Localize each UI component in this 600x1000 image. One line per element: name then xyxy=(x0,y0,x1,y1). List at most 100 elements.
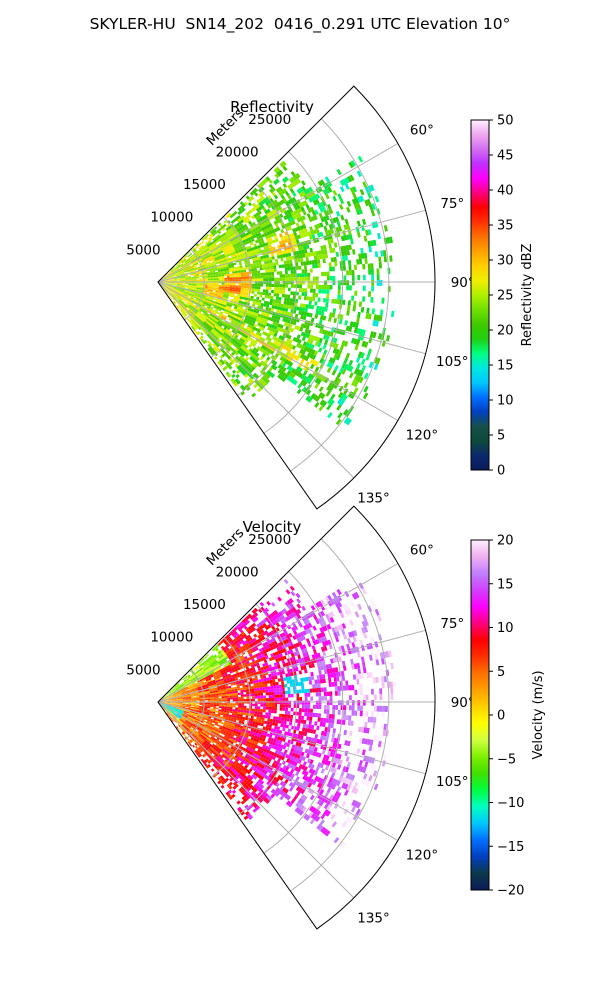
field-cell xyxy=(265,336,270,341)
field-cell xyxy=(310,196,316,202)
field-cell xyxy=(259,224,264,229)
field-cell xyxy=(248,239,253,243)
field-cell xyxy=(182,278,186,280)
field-cell xyxy=(261,227,266,231)
field-cell xyxy=(306,347,311,353)
field-cell xyxy=(262,342,267,347)
field-cell xyxy=(230,263,234,266)
field-cell xyxy=(249,247,253,252)
field-cell xyxy=(262,289,266,293)
field-cell xyxy=(301,292,305,297)
field-cell xyxy=(200,332,204,336)
field-cell xyxy=(177,279,181,281)
field-cell xyxy=(192,298,196,301)
field-cell xyxy=(197,306,201,309)
field-cell xyxy=(262,331,266,336)
field-cell xyxy=(293,174,299,180)
field-cell xyxy=(254,205,259,210)
field-cell xyxy=(196,275,200,277)
field-cell xyxy=(165,277,169,280)
field-cell xyxy=(325,182,330,188)
field-cell xyxy=(302,224,307,229)
field-cell xyxy=(170,275,174,277)
field-cell xyxy=(260,314,264,319)
field-cell xyxy=(254,334,259,338)
field-cell xyxy=(362,285,366,292)
field-cell xyxy=(169,282,172,284)
field-cell xyxy=(311,354,317,360)
field-cell xyxy=(196,297,200,300)
field-cell xyxy=(207,276,211,278)
field-cell xyxy=(265,316,269,320)
field-cell xyxy=(206,242,210,246)
field-cell xyxy=(282,280,286,285)
field-cell xyxy=(290,266,294,271)
field-cell xyxy=(328,357,334,363)
field-cell xyxy=(353,374,359,381)
field-cell xyxy=(243,288,247,291)
field-cell xyxy=(235,279,239,282)
field-cell xyxy=(291,176,297,182)
field-cell xyxy=(259,601,265,607)
field-cell xyxy=(299,225,304,230)
field-cell xyxy=(260,204,265,209)
field-cell xyxy=(257,322,261,327)
field-cell xyxy=(181,260,185,264)
field-cell xyxy=(205,251,209,254)
field-cell xyxy=(216,317,220,321)
field-cell xyxy=(299,327,304,332)
field-cell xyxy=(295,371,301,377)
field-cell xyxy=(225,311,230,315)
field-cell xyxy=(232,277,236,280)
field-cell xyxy=(265,245,270,249)
field-cell xyxy=(228,241,232,245)
field-cell xyxy=(332,217,337,224)
field-cell xyxy=(226,303,230,307)
field-cell xyxy=(200,240,204,244)
field-cell xyxy=(206,290,210,293)
field-cell xyxy=(248,313,253,317)
field-cell xyxy=(188,280,192,281)
field-cell xyxy=(191,282,194,284)
field-cell xyxy=(298,288,302,292)
field-cell xyxy=(267,333,271,338)
field-cell xyxy=(232,369,237,374)
field-cell xyxy=(339,198,345,205)
field-cell xyxy=(360,352,365,359)
field-cell xyxy=(287,294,291,299)
field-cell xyxy=(301,336,306,342)
field-cell xyxy=(245,266,249,270)
field-cell xyxy=(356,259,360,265)
field-cell xyxy=(225,297,229,300)
field-cell xyxy=(272,321,276,326)
field-cell xyxy=(353,338,358,345)
field-cell xyxy=(269,679,273,684)
field-cell xyxy=(230,326,234,330)
field-cell xyxy=(266,208,271,213)
field-cell xyxy=(204,262,208,265)
field-cell xyxy=(210,285,214,288)
field-cell xyxy=(235,316,240,320)
field-cell xyxy=(296,603,302,609)
field-cell xyxy=(235,309,240,313)
field-cell xyxy=(228,304,232,308)
field-cell xyxy=(182,299,186,302)
field-cell xyxy=(344,183,350,190)
field-cell xyxy=(271,246,276,251)
field-cell xyxy=(227,283,230,286)
field-cell xyxy=(226,258,230,261)
field-cell xyxy=(337,398,343,405)
field-cell xyxy=(363,252,368,259)
field-cell xyxy=(193,273,197,276)
field-cell xyxy=(258,681,262,686)
field-cell xyxy=(173,288,176,290)
field-cell xyxy=(215,319,219,323)
field-cell xyxy=(207,278,211,281)
field-cell xyxy=(182,276,186,278)
field-cell xyxy=(165,285,169,287)
field-cell xyxy=(362,218,367,225)
field-cell xyxy=(263,303,267,307)
field-cell xyxy=(212,270,216,273)
field-cell xyxy=(226,251,231,255)
field-cell xyxy=(207,289,211,292)
